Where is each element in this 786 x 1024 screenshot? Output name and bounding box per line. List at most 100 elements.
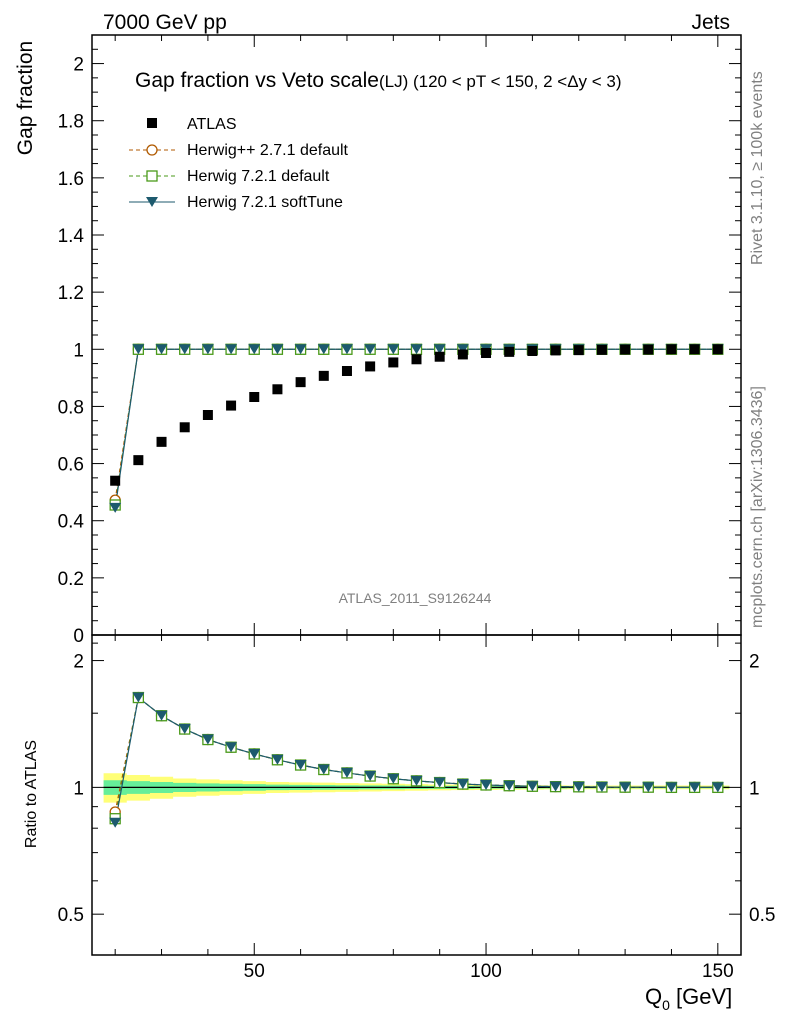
ratio-y-axis-label: Ratio to ATLAS (23, 740, 40, 848)
main-point-atlas (457, 349, 468, 360)
legend-marker-herwig-721-softtune (146, 197, 158, 207)
ratio-point-herwig-7-2-1-softtune (294, 760, 307, 771)
legend-entry-atlas: ATLAS (147, 116, 237, 133)
ratio-point-herwig-7-2-1-softtune (225, 742, 238, 753)
legend-marker-atlas (147, 118, 157, 128)
ratio-point-herwig-7-2-1-softtune (642, 782, 655, 793)
ratio-y-tick-label: 2 (73, 652, 84, 673)
main-point-atlas (226, 400, 237, 411)
ratio-point-herwig-7-2-1-softtune (526, 781, 539, 792)
ratio-point-herwig-7-2-1-softtune (155, 710, 168, 721)
header-left: 7000 GeV pp (103, 11, 227, 34)
main-point-atlas (110, 475, 121, 486)
ratio-point-herwig-7-2-1-softtune (595, 782, 608, 793)
main-point-atlas (272, 384, 283, 395)
main-point-herwig-7-2-1-softtune (201, 344, 214, 355)
main-point-atlas (596, 344, 607, 355)
main-y-tick-label: 1 (73, 340, 84, 361)
main-point-herwig-7-2-1-softtune (178, 344, 191, 355)
main-point-atlas (481, 348, 492, 358)
main-point-atlas (365, 361, 376, 372)
main-point-herwig-7-2-1-softtune (294, 344, 307, 355)
legend-marker-herwig-721-default (146, 170, 158, 182)
main-point-atlas (712, 344, 723, 355)
x-axis-label: Q0 [GeV] (645, 984, 732, 1013)
ratio-point-herwig-7-2-1-softtune (178, 724, 191, 735)
main-y-tick-label: 1.2 (58, 283, 84, 304)
main-point-herwig-7-2-1-softtune (155, 344, 168, 355)
side-label-upper: Rivet 3.1.10, ≥ 100k events (749, 71, 766, 265)
main-point-atlas (388, 357, 399, 368)
legend-entry-herwig-721-default: Herwig 7.2.1 default (129, 168, 330, 185)
ratio-line-herwig-7-2-1-softtune (114, 696, 718, 823)
ratio-point-herwig-7-2-1-softtune (503, 780, 516, 791)
ratio-point-herwig-7-2-1-softtune (201, 734, 214, 745)
ratio-point-herwig-7-2-1-softtune (688, 782, 701, 793)
main-point-atlas (527, 346, 538, 356)
ratio-y-tick-label: 1 (73, 778, 84, 799)
legend-label-atlas: ATLAS (187, 116, 237, 133)
main-point-herwig-7-2-1-softtune (364, 344, 377, 355)
main-y-tick-label: 1.4 (58, 226, 85, 247)
main-point-herwig-7-2-1-softtune (109, 502, 122, 513)
chart-title: Gap fraction vs Veto scale(LJ) (120 < pT… (135, 69, 622, 92)
main-point-herwig-7-2-1-softtune (132, 344, 145, 355)
ratio-point-herwig-7-2-1-softtune (549, 781, 562, 792)
analysis-watermark: ATLAS_2011_S9126244 (339, 590, 492, 606)
x-tick-label: 100 (470, 961, 502, 982)
main-point-herwig-7-2-1-softtune (317, 344, 330, 355)
main-point-atlas (202, 410, 213, 420)
legend-label-herwig-pp-271: Herwig++ 2.7.1 default (187, 142, 349, 159)
main-point-atlas (341, 366, 352, 376)
ratio-y-tick-label-right: 2 (749, 652, 760, 673)
ratio-point-herwig-7-2-1-softtune (364, 771, 377, 782)
main-point-atlas (133, 455, 144, 466)
legend-label-herwig-721-softtune: Herwig 7.2.1 softTune (187, 194, 343, 211)
main-y-tick-label: 0.8 (58, 397, 84, 418)
main-point-herwig-7-2-1-softtune (248, 344, 261, 355)
main-y-tick-label: 1.8 (58, 112, 84, 133)
ratio-point-herwig-7-2-1-softtune (387, 773, 400, 784)
y-axis-label: Gap fraction (14, 41, 37, 155)
main-y-tick-label: 0 (73, 626, 84, 647)
x-tick-label: 50 (244, 961, 265, 982)
main-point-atlas (295, 377, 306, 388)
main-point-atlas (249, 392, 260, 402)
main-point-atlas (620, 344, 631, 355)
ratio-point-herwig-7-2-1-softtune (456, 779, 469, 790)
ratio-point-herwig-7-2-1-softtune (132, 692, 145, 703)
main-line-herwig-pp-2-7-1-default (114, 348, 718, 501)
main-point-atlas (318, 370, 329, 381)
main-panel: 0 0.2 0.4 0.6 0.8 1 1.2 1.4 1.6 1.8 2 (58, 34, 742, 647)
ratio-point-herwig-7-2-1-softtune (619, 782, 632, 793)
ratio-point-herwig-7-2-1-softtune (480, 779, 493, 790)
ratio-plot-frame (91, 634, 742, 956)
main-point-herwig-7-2-1-softtune (387, 344, 400, 355)
ratio-y-tick-label: 0.5 (58, 905, 84, 926)
ratio-point-herwig-7-2-1-softtune (433, 777, 446, 788)
ratio-point-herwig-7-2-1-softtune (271, 754, 284, 765)
main-point-herwig-7-2-1-softtune (433, 344, 446, 355)
main-point-atlas (504, 346, 515, 357)
ratio-point-herwig-7-2-1-softtune (711, 782, 724, 793)
ratio-point-herwig-7-2-1-softtune (572, 781, 585, 792)
x-tick-label: 150 (702, 961, 734, 982)
ratio-point-herwig-7-2-1-softtune (317, 764, 330, 775)
main-point-atlas (689, 344, 700, 355)
ratio-y-tick-label-right: 0.5 (749, 905, 775, 926)
ratio-point-herwig-7-2-1-softtune (410, 775, 423, 786)
side-label-lower: mcplots.cern.ch [arXiv:1306.3436] (749, 386, 766, 628)
legend-entry-herwig-721-softtune: Herwig 7.2.1 softTune (129, 194, 343, 211)
main-point-atlas (179, 422, 190, 433)
ratio-point-herwig-7-2-1-softtune (665, 782, 678, 793)
ratio-point-herwig-7-2-1-softtune (109, 817, 122, 828)
main-point-atlas (643, 344, 654, 355)
main-y-tick-label: 2 (73, 55, 84, 76)
main-point-atlas (434, 351, 445, 362)
main-point-herwig-7-2-1-softtune (340, 344, 353, 355)
main-y-tick-label: 0.2 (58, 569, 84, 590)
main-point-herwig-7-2-1-softtune (456, 344, 469, 355)
main-point-atlas (156, 436, 167, 447)
legend-label-herwig-721-default: Herwig 7.2.1 default (187, 168, 330, 185)
